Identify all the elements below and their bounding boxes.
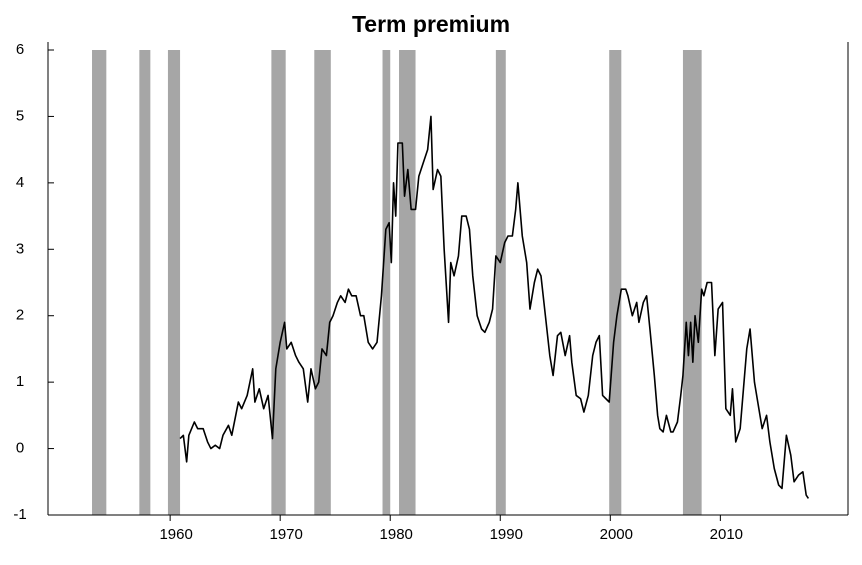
y-tick-label: 4 (16, 174, 24, 191)
x-tick-label: 1970 (269, 526, 302, 543)
y-tick-label: 0 (16, 440, 24, 457)
shaded-region (382, 50, 391, 515)
shaded-region (495, 50, 506, 515)
x-tick-label: 1960 (159, 526, 192, 543)
shaded-region (92, 50, 107, 515)
shaded-region (167, 50, 181, 515)
y-tick-label: 6 (16, 41, 24, 58)
shaded-region (682, 50, 702, 515)
chart-title: Term premium (352, 11, 510, 37)
y-tick-label: 2 (16, 307, 24, 324)
shaded-region (271, 50, 286, 515)
shaded-region (609, 50, 622, 515)
x-tick-label: 2010 (710, 526, 743, 543)
shaded-region (399, 50, 416, 515)
y-tick-label: 5 (16, 107, 24, 124)
x-tick-label: 1990 (490, 526, 523, 543)
shaded-region (314, 50, 331, 515)
x-tick-label: 2000 (600, 526, 633, 543)
y-tick-label: 1 (16, 373, 24, 390)
term-premium-line (179, 115, 810, 499)
x-tick-label: 1980 (380, 526, 413, 543)
shaded-region (139, 50, 151, 515)
y-tick-label: -1 (13, 506, 26, 523)
y-tick-label: 3 (16, 240, 24, 257)
